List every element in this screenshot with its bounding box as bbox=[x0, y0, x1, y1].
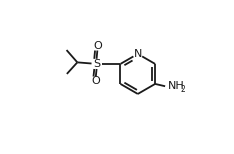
Text: O: O bbox=[93, 41, 102, 51]
Text: N: N bbox=[134, 49, 142, 59]
Text: O: O bbox=[91, 76, 100, 86]
Text: 2: 2 bbox=[181, 85, 185, 93]
Text: NH: NH bbox=[168, 81, 185, 91]
Text: S: S bbox=[93, 59, 100, 69]
